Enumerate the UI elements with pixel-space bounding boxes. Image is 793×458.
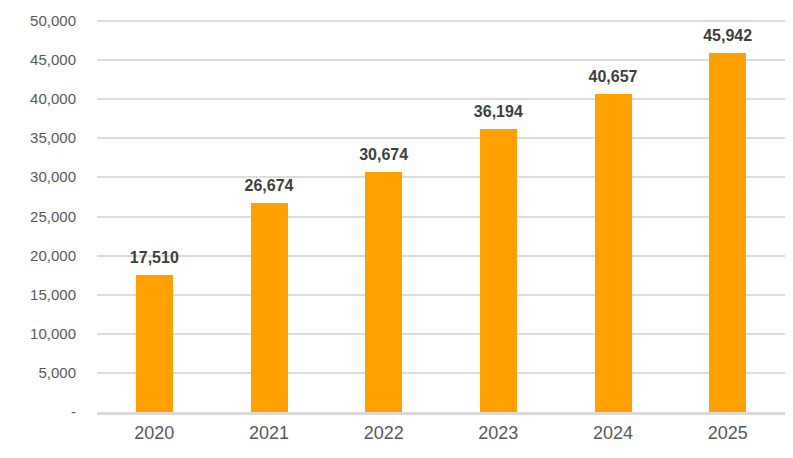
bar-2024 xyxy=(595,94,632,412)
gridline xyxy=(97,137,785,139)
x-tick-label-2024: 2024 xyxy=(593,423,633,444)
value-label-2020: 17,510 xyxy=(130,249,179,267)
value-label-2025: 45,942 xyxy=(703,27,752,45)
gridline xyxy=(97,216,785,218)
gridline xyxy=(97,294,785,296)
y-tick-label: 30,000 xyxy=(0,167,76,187)
value-label-2024: 40,657 xyxy=(589,68,638,86)
y-tick-label: 5,000 xyxy=(0,363,76,383)
bar-2021 xyxy=(251,203,288,412)
y-tick-label: - xyxy=(0,402,76,422)
gridline xyxy=(97,20,785,22)
gridline xyxy=(97,255,785,257)
y-tick-label: 45,000 xyxy=(0,50,76,70)
gridline xyxy=(97,59,785,61)
y-tick-label: 15,000 xyxy=(0,285,76,305)
y-tick-label: 50,000 xyxy=(0,11,76,31)
gridline xyxy=(97,333,785,335)
y-tick-label: 10,000 xyxy=(0,324,76,344)
value-label-2022: 30,674 xyxy=(359,146,408,164)
bar-chart: - 5,000 10,000 15,000 20,000 25,000 30,000 35,0… xyxy=(0,0,793,458)
bar-2023 xyxy=(480,129,517,412)
bar-2022 xyxy=(365,172,402,412)
x-tick-label-2022: 2022 xyxy=(364,423,404,444)
x-tick-label-2021: 2021 xyxy=(249,423,289,444)
bar-2020 xyxy=(136,275,173,412)
plot-area: 17,510 26,674 30,674 36,194 40,657 45,942 xyxy=(97,21,785,415)
x-tick-label-2025: 2025 xyxy=(708,423,748,444)
gridline xyxy=(97,176,785,178)
value-label-2023: 36,194 xyxy=(474,103,523,121)
y-tick-label: 40,000 xyxy=(0,89,76,109)
x-axis: 2020 2021 2022 2023 2024 2025 xyxy=(97,423,785,447)
y-tick-label: 20,000 xyxy=(0,246,76,266)
value-label-2021: 26,674 xyxy=(245,177,294,195)
x-tick-label-2020: 2020 xyxy=(134,423,174,444)
x-tick-label-2023: 2023 xyxy=(478,423,518,444)
y-tick-label: 35,000 xyxy=(0,128,76,148)
bar-2025 xyxy=(709,53,746,412)
gridline xyxy=(97,98,785,100)
gridline xyxy=(97,372,785,374)
y-axis: -5,00010,00015,00020,00025,00030,00035,0… xyxy=(0,21,76,412)
y-tick-label: 25,000 xyxy=(0,207,76,227)
